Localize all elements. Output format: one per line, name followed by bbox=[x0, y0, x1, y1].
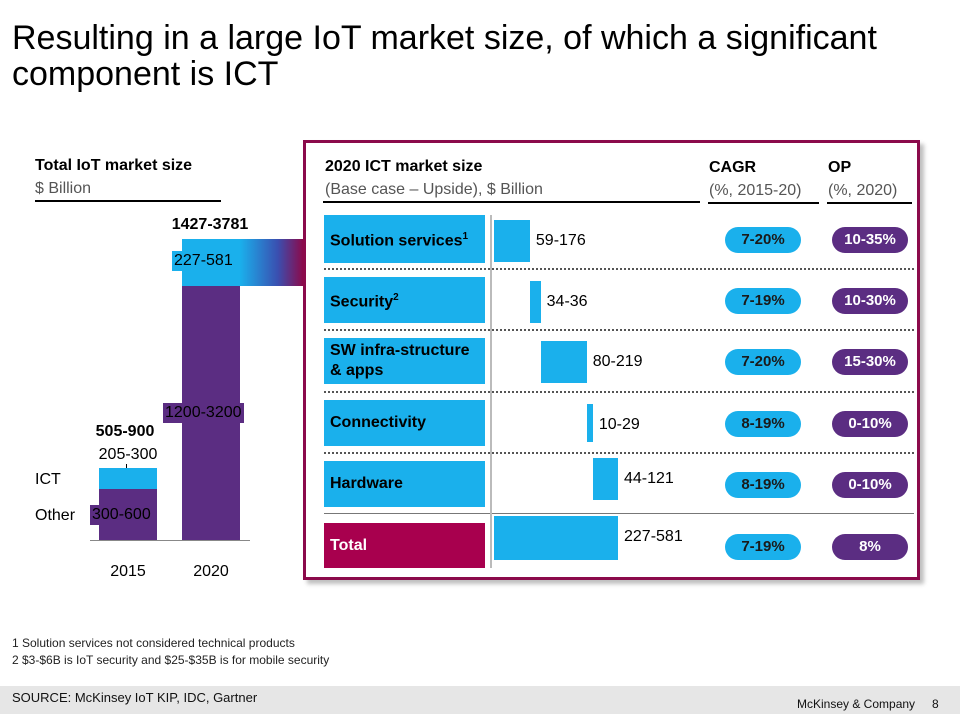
op-rule bbox=[827, 202, 912, 204]
row-label-hardware: Hardware bbox=[324, 461, 485, 507]
waterfall-value-total: 227-581 bbox=[624, 528, 683, 545]
legend-ict: ICT bbox=[35, 471, 61, 488]
waterfall-value-sw-infrastructure: 80-219 bbox=[592, 353, 643, 370]
cagr-pill: 8-19% bbox=[725, 411, 801, 437]
row-label-connectivity: Connectivity bbox=[324, 400, 485, 446]
waterfall-axis bbox=[490, 215, 492, 568]
op-header: OP bbox=[828, 159, 852, 176]
waterfall-value-connectivity: 10-29 bbox=[598, 416, 640, 433]
cagr-pill: 7-19% bbox=[725, 288, 801, 314]
other-2020-value: 1200-3200 bbox=[163, 403, 244, 423]
op-pill-total: 8% bbox=[832, 534, 908, 560]
ict-2015-value: 205-300 bbox=[98, 446, 158, 463]
right-chart-title: 2020 ICT market size bbox=[325, 158, 483, 175]
op-pill: 0-10% bbox=[832, 472, 908, 498]
left-chart-title: Total IoT market size bbox=[35, 157, 193, 174]
cagr-pill: 7-20% bbox=[725, 227, 801, 253]
footnote: 2 $3-$6B is IoT security and $25-$35B is… bbox=[12, 653, 330, 667]
op-pill: 10-30% bbox=[832, 288, 908, 314]
waterfall-bar-total bbox=[494, 516, 618, 560]
row-label-total: Total bbox=[324, 523, 485, 568]
waterfall-bar-hardware bbox=[592, 458, 618, 500]
left-axis-baseline bbox=[90, 540, 250, 541]
cagr-subheader: (%, 2015-20) bbox=[709, 182, 802, 199]
row-separator bbox=[324, 268, 914, 270]
row-separator bbox=[324, 452, 914, 454]
legend-other: Other bbox=[35, 507, 76, 524]
page-number: 8 bbox=[932, 697, 939, 711]
right-chart-rule bbox=[323, 201, 700, 203]
page-title: Resulting in a large IoT market size, of… bbox=[12, 19, 877, 93]
waterfall-bar-solution-services bbox=[494, 220, 530, 262]
company-name: McKinsey & Company bbox=[797, 697, 916, 711]
footer-bar bbox=[0, 686, 960, 714]
waterfall-value-solution-services: 59-176 bbox=[535, 232, 586, 249]
tick-2020: 2020 bbox=[193, 563, 229, 580]
waterfall-bar-connectivity bbox=[586, 404, 593, 442]
cagr-header: CAGR bbox=[709, 159, 757, 176]
waterfall-value-hardware: 44-121 bbox=[624, 470, 674, 487]
footnote: 1 Solution services not considered techn… bbox=[12, 636, 295, 650]
op-pill: 0-10% bbox=[832, 411, 908, 437]
op-pill: 15-30% bbox=[832, 349, 908, 375]
row-label-security: Security2 bbox=[324, 277, 485, 323]
waterfall-value-security: 34-36 bbox=[546, 293, 588, 310]
op-pill: 10-35% bbox=[832, 227, 908, 253]
waterfall-bar-sw-infrastructure bbox=[540, 341, 587, 383]
left-chart-unit: $ Billion bbox=[35, 180, 92, 197]
row-separator bbox=[324, 329, 914, 331]
op-subheader: (%, 2020) bbox=[828, 182, 898, 199]
left-chart-rule bbox=[35, 200, 221, 202]
row-label-solution-services: Solution services1 bbox=[324, 215, 485, 263]
bar-ict-2015 bbox=[99, 468, 157, 489]
cagr-pill-total: 7-19% bbox=[725, 534, 801, 560]
cagr-pill: 8-19% bbox=[725, 472, 801, 498]
waterfall-bar-security bbox=[529, 281, 541, 323]
ict-connector bbox=[240, 239, 303, 286]
tick-2015: 2015 bbox=[110, 563, 146, 580]
row-label-sw-infrastructure: SW infra-structure & apps bbox=[324, 338, 485, 384]
source-note: SOURCE: McKinsey IoT KIP, IDC, Gartner bbox=[12, 690, 258, 705]
cagr-pill: 7-20% bbox=[725, 349, 801, 375]
row-separator bbox=[324, 391, 914, 393]
other-2015-value: 300-600 bbox=[90, 505, 153, 525]
total-2015-label: 505-900 bbox=[95, 423, 155, 440]
total-2020-label: 1427-3781 bbox=[171, 216, 249, 233]
total-separator bbox=[324, 513, 914, 514]
right-chart-subtitle: (Base case – Upside), $ Billion bbox=[325, 181, 543, 198]
ict-2020-value: 227-581 bbox=[172, 251, 235, 271]
cagr-rule bbox=[708, 202, 819, 204]
